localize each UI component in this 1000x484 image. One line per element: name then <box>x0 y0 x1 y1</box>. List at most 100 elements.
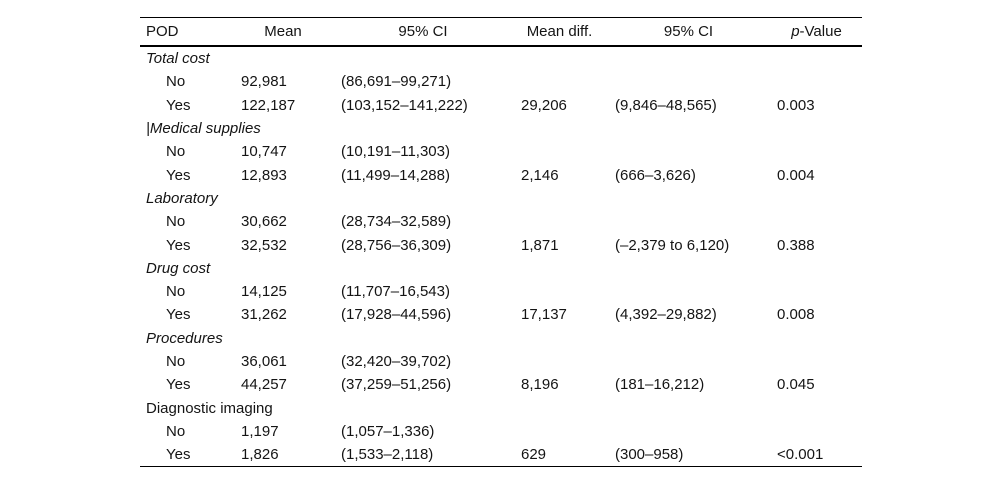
ci-cell: (1,533–2,118) <box>341 446 434 464</box>
pod-cell: Yes <box>166 236 191 254</box>
column-header-mean-diff: Mean diff. <box>513 17 606 47</box>
table-row: Yes 44,257 (37,259–51,256) 8,196 (181–16… <box>140 373 862 396</box>
mean-cell: 12,893 <box>241 166 287 184</box>
section-row-medical-supplies: |Medical supplies <box>140 117 862 140</box>
section-row-laboratory: Laboratory <box>140 187 862 210</box>
ci2-cell <box>606 420 771 443</box>
p-value-cell <box>771 70 862 93</box>
p-value-cell <box>771 280 862 303</box>
pod-cell: No <box>166 422 186 440</box>
section-label: Drug cost <box>146 259 211 277</box>
ci2-cell: (181–16,212) <box>615 376 705 394</box>
mean-cell: 32,532 <box>241 236 287 254</box>
p-value-cell: 0.045 <box>777 376 815 394</box>
p-value-italic-p: p <box>791 23 800 40</box>
mean-diff-cell <box>513 210 606 233</box>
p-value-rest: -Value <box>799 23 842 40</box>
ci2-cell <box>606 140 771 163</box>
pod-cell: Yes <box>166 306 191 324</box>
p-value-cell <box>771 350 862 373</box>
mean-cell: 44,257 <box>241 376 287 394</box>
mean-cell: 1,197 <box>241 422 279 440</box>
ci-cell: (37,259–51,256) <box>341 376 452 394</box>
pod-cell: Yes <box>166 166 191 184</box>
p-value-cell <box>771 210 862 233</box>
cost-comparison-table: POD Mean 95% CI Mean diff. 95% CI p-Valu… <box>140 17 862 468</box>
mean-cell: 92,981 <box>241 73 287 91</box>
pod-cell: Yes <box>166 96 191 114</box>
mean-diff-cell <box>513 420 606 443</box>
mean-cell: 1,826 <box>241 446 279 464</box>
section-row-total-cost: Total cost <box>140 46 862 70</box>
mean-diff-cell <box>513 140 606 163</box>
table-row: Yes 31,262 (17,928–44,596) 17,137 (4,392… <box>140 303 862 326</box>
ci-cell: (103,152–141,222) <box>341 96 468 114</box>
mean-diff-cell <box>513 70 606 93</box>
ci2-cell <box>606 280 771 303</box>
p-value-cell: <0.001 <box>777 446 824 464</box>
mean-cell: 122,187 <box>241 96 296 114</box>
ci2-cell <box>606 350 771 373</box>
mean-cell: 10,747 <box>241 143 287 161</box>
mean-diff-cell: 8,196 <box>521 376 559 394</box>
cost-comparison-table-wrap: POD Mean 95% CI Mean diff. 95% CI p-Valu… <box>140 17 862 468</box>
pod-cell: No <box>166 143 186 161</box>
ci-cell: (11,499–14,288) <box>341 166 450 184</box>
section-row-drug-cost: Drug cost <box>140 257 862 280</box>
section-label: |Medical supplies <box>146 120 261 138</box>
pod-cell: Yes <box>166 446 191 464</box>
p-value-cell: 0.388 <box>777 236 815 254</box>
mean-diff-cell: 17,137 <box>521 306 567 324</box>
table-row: No 92,981 (86,691–99,271) <box>140 70 862 93</box>
mean-cell: 31,262 <box>241 306 287 324</box>
p-value-cell <box>771 420 862 443</box>
mean-cell: 14,125 <box>241 283 287 301</box>
table-row: Yes 1,826 (1,533–2,118) 629 (300–958) <0… <box>140 443 862 467</box>
ci2-cell: (–2,379 to 6,120) <box>615 236 730 254</box>
table-row: No 36,061 (32,420–39,702) <box>140 350 862 373</box>
table-row: No 14,125 (11,707–16,543) <box>140 280 862 303</box>
p-value-cell: 0.003 <box>777 96 815 114</box>
table-row: Yes 12,893 (11,499–14,288) 2,146 (666–3,… <box>140 163 862 186</box>
table-row: No 30,662 (28,734–32,589) <box>140 210 862 233</box>
table-row: No 1,197 (1,057–1,336) <box>140 420 862 443</box>
column-header-p-value: p-Value <box>771 17 862 47</box>
table-header: POD Mean 95% CI Mean diff. 95% CI p-Valu… <box>140 17 862 47</box>
pod-cell: Yes <box>166 376 191 394</box>
mean-diff-cell <box>513 280 606 303</box>
ci2-cell: (9,846–48,565) <box>615 96 717 114</box>
column-header-ci2: 95% CI <box>606 17 771 47</box>
mean-diff-cell <box>513 350 606 373</box>
ci2-cell: (4,392–29,882) <box>615 306 717 324</box>
mean-diff-cell: 29,206 <box>521 96 567 114</box>
ci-cell: (10,191–11,303) <box>341 143 450 161</box>
table-row: No 10,747 (10,191–11,303) <box>140 140 862 163</box>
ci-cell: (1,057–1,336) <box>341 422 435 440</box>
header-row: POD Mean 95% CI Mean diff. 95% CI p-Valu… <box>140 17 862 47</box>
section-row-procedures: Procedures <box>140 327 862 350</box>
pod-cell: No <box>166 73 186 91</box>
ci-cell: (86,691–99,271) <box>341 73 452 91</box>
ci-cell: (11,707–16,543) <box>341 283 450 301</box>
mean-cell: 36,061 <box>241 353 287 370</box>
ci-cell: (17,928–44,596) <box>341 306 452 324</box>
mean-diff-cell: 1,871 <box>521 236 559 254</box>
table-body: Total cost No 92,981 (86,691–99,271) Yes… <box>140 46 862 467</box>
p-value-cell: 0.008 <box>777 306 815 324</box>
column-header-ci1: 95% CI <box>333 17 513 47</box>
ci-cell: (28,734–32,589) <box>341 213 452 231</box>
pod-cell: No <box>166 213 186 231</box>
ci2-cell <box>606 70 771 93</box>
ci2-cell: (666–3,626) <box>615 166 696 184</box>
section-label: Total cost <box>146 50 210 68</box>
mean-cell: 30,662 <box>241 213 287 231</box>
ci-cell: (28,756–36,309) <box>341 236 452 254</box>
mean-diff-cell: 2,146 <box>521 166 559 184</box>
table-row: Yes 122,187 (103,152–141,222) 29,206 (9,… <box>140 94 862 117</box>
ci2-cell <box>606 210 771 233</box>
p-value-cell: 0.004 <box>777 166 815 184</box>
section-label: Diagnostic imaging <box>146 399 273 417</box>
mean-diff-cell: 629 <box>521 446 547 464</box>
section-row-diagnostic-imaging: Diagnostic imaging <box>140 396 862 419</box>
column-header-mean: Mean <box>233 17 333 47</box>
